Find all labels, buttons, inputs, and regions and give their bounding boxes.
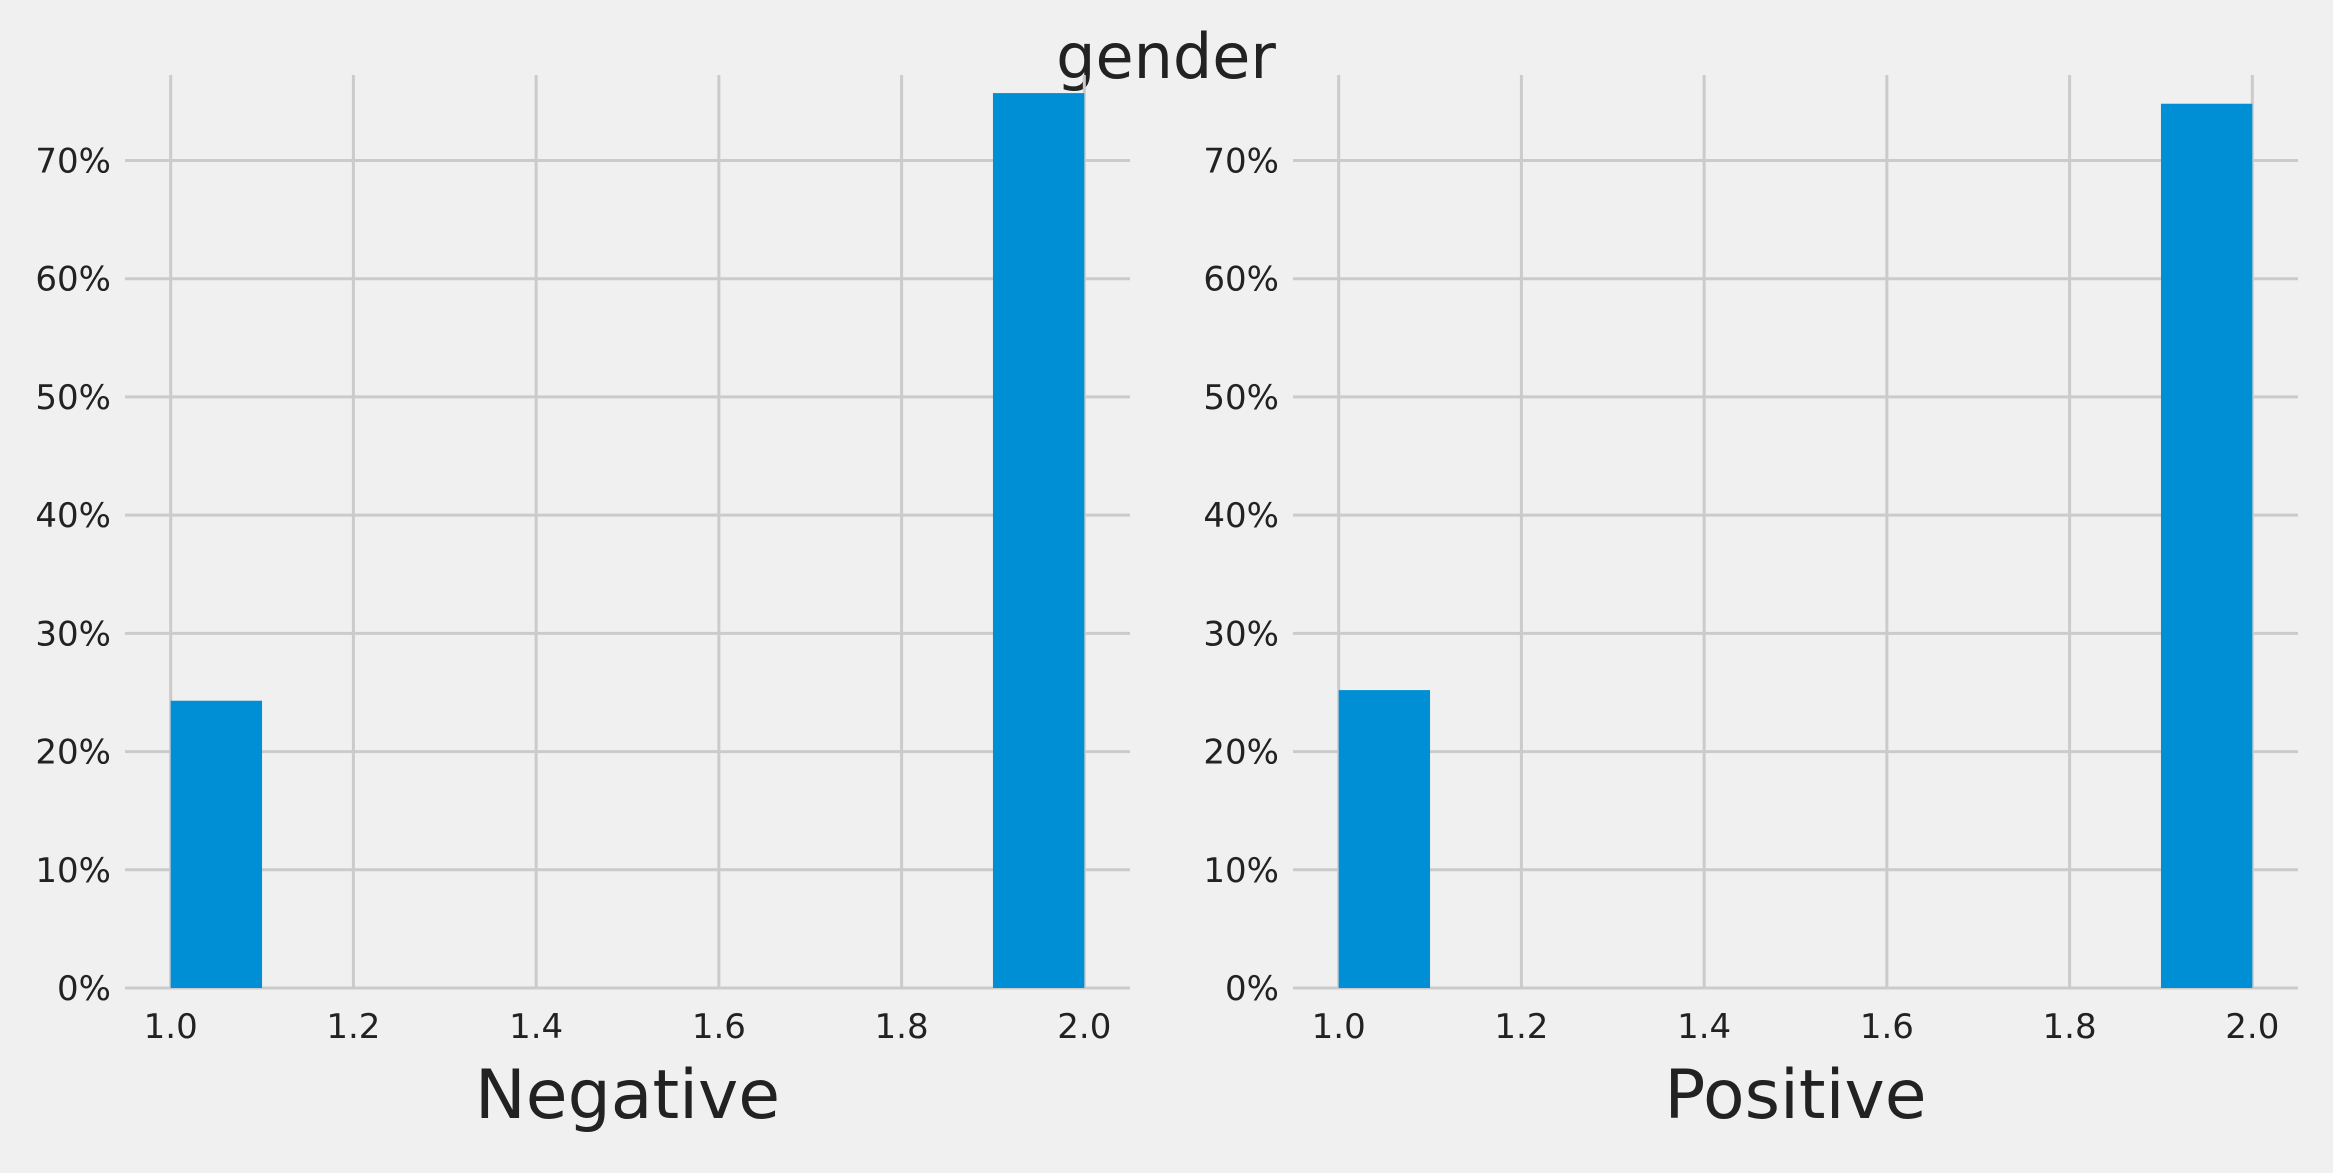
negative-xtick-label: 1.6 [692, 1007, 746, 1047]
positive-bar-0 [1338, 690, 1431, 988]
negative-xtick-label: 1.4 [509, 1007, 563, 1047]
positive-xtick-label: 1.0 [1312, 1007, 1366, 1047]
negative-panel: 0% 10% 20% 30% 40% 50% 60% 70% 1.0 1.2 1.4 1.6 1.8 2.… [35, 75, 1130, 1135]
negative-ytick-label: 50% [35, 378, 111, 418]
positive-xtick-label: 1.6 [1860, 1007, 1914, 1047]
negative-ytick-label: 10% [35, 851, 111, 891]
negative-ytick-label: 40% [35, 496, 111, 536]
negative-ytick-label: 60% [35, 260, 111, 300]
negative-bar-0 [170, 700, 263, 988]
negative-ytick-label: 70% [35, 141, 111, 181]
positive-ytick-label: 40% [1203, 496, 1279, 536]
negative-xtick-label: 1.2 [326, 1007, 380, 1047]
positive-ytick-label: 20% [1203, 733, 1279, 773]
negative-xlabel: Negative [475, 1056, 780, 1135]
positive-xlabel: Positive [1664, 1056, 1926, 1135]
positive-xtick-label: 1.2 [1494, 1007, 1548, 1047]
positive-panel: 0% 10% 20% 30% 40% 50% 60% 70% 1.0 1.2 1.4 1.6 1.8 2.… [1203, 75, 2298, 1135]
negative-ytick-label: 0% [57, 969, 111, 1009]
negative-xtick-label: 1.0 [144, 1007, 198, 1047]
negative-xtick-label: 1.8 [875, 1007, 929, 1047]
positive-ytick-label: 70% [1203, 141, 1279, 181]
figure-title: gender [1056, 20, 1276, 93]
negative-ytick-label: 20% [35, 733, 111, 773]
negative-xtick-label: 2.0 [1057, 1007, 1111, 1047]
positive-xtick-label: 1.4 [1677, 1007, 1731, 1047]
positive-ytick-label: 10% [1203, 851, 1279, 891]
positive-ytick-label: 30% [1203, 614, 1279, 654]
positive-ytick-label: 50% [1203, 378, 1279, 418]
negative-ytick-label: 30% [35, 614, 111, 654]
negative-bar-1 [992, 93, 1085, 988]
positive-bar-1 [2160, 103, 2253, 989]
positive-ytick-label: 0% [1225, 969, 1279, 1009]
positive-xtick-label: 2.0 [2225, 1007, 2279, 1047]
positive-xtick-label: 1.8 [2043, 1007, 2097, 1047]
positive-ytick-label: 60% [1203, 260, 1279, 300]
